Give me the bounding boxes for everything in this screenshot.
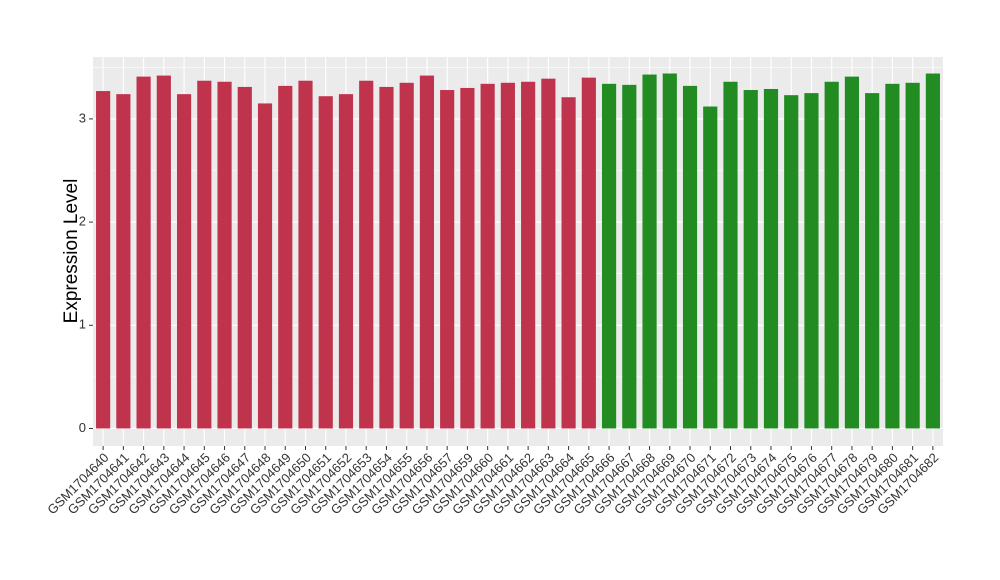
bar [824,81,839,429]
bar [703,106,718,429]
bar [561,97,576,429]
bar [763,88,779,429]
bar [379,86,394,429]
y-tick-label: 3 [79,110,86,125]
bar [500,82,515,429]
bar [662,73,677,429]
bar [278,85,293,429]
bar [521,81,536,429]
bar [581,77,596,429]
bar [865,93,880,429]
bar [682,85,698,429]
bar [298,80,313,429]
bar [96,91,111,429]
bar [156,75,171,429]
bar [743,90,758,429]
bar [419,75,435,429]
bar [642,74,657,429]
bar [176,94,192,429]
bar [359,80,374,429]
bar [460,87,475,429]
bar [723,81,738,429]
y-tick-label: 2 [79,214,86,229]
bar [399,82,414,429]
bar [197,80,212,429]
bar [136,76,151,429]
y-axis-label: Expression Level [61,179,82,324]
bar [844,76,860,429]
bar [541,78,556,429]
bar [257,103,273,429]
bar [217,81,232,429]
bar [237,86,252,429]
bar [480,83,495,429]
y-tick-label: 1 [79,317,86,332]
bar [804,93,819,429]
y-tick-label: 0 [79,420,86,435]
bar [905,82,920,429]
bar [622,84,637,429]
bar [885,83,900,429]
bar [116,94,131,429]
plot-panel [93,57,943,446]
bar [338,94,354,429]
bar [440,90,455,429]
bar [318,96,333,429]
bar [784,95,799,429]
bar [925,73,940,429]
bar [601,83,617,429]
